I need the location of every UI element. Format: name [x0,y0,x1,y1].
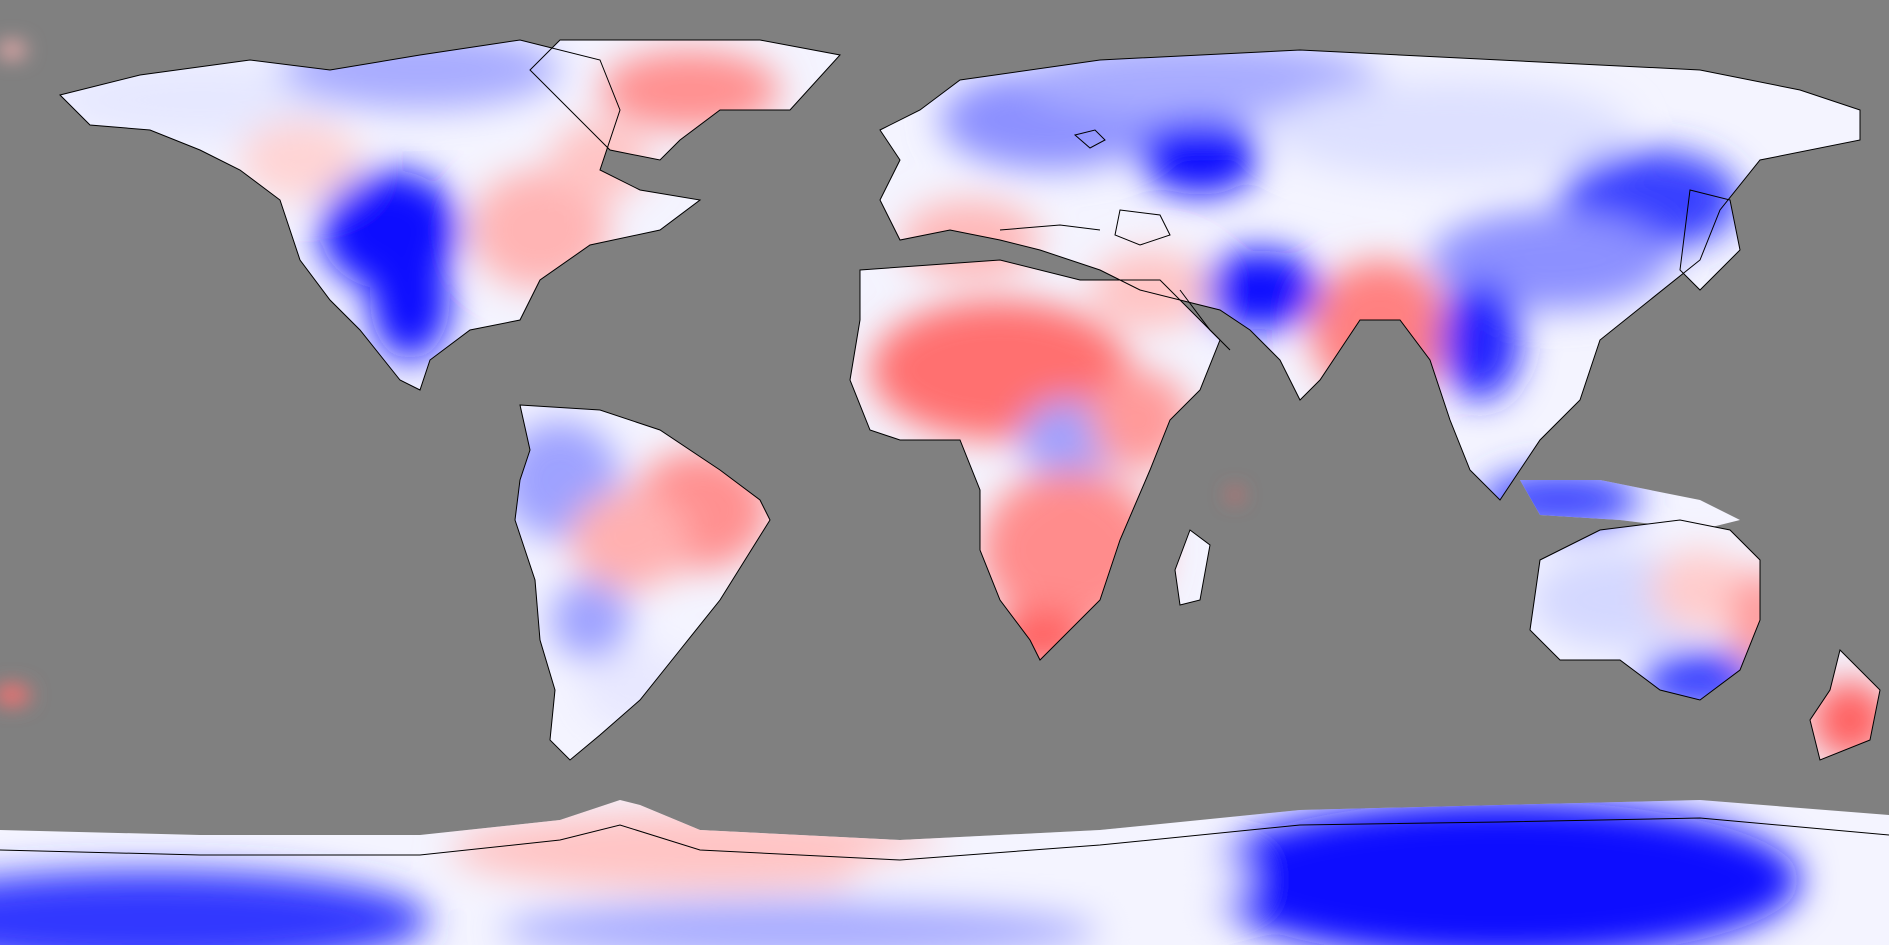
coastlines [0,39,1889,861]
island-patches [0,42,1241,705]
